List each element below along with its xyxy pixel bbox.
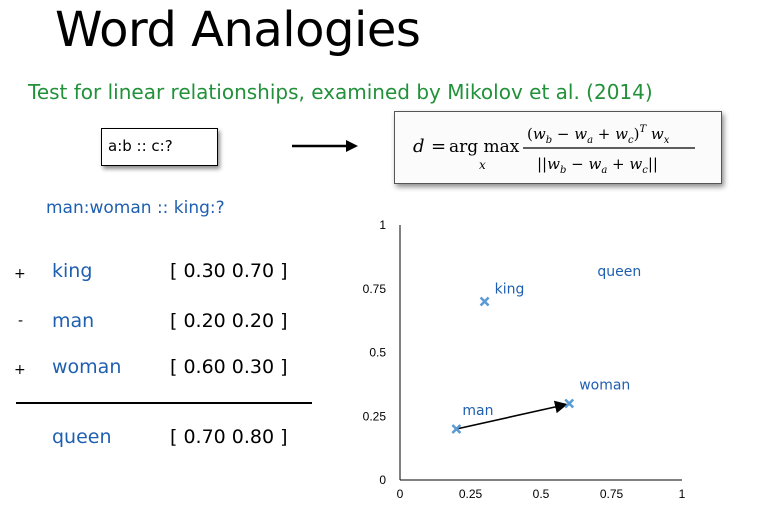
data-point-king	[479, 296, 490, 307]
analogy-pattern-box: a:b :: c:?	[101, 128, 218, 166]
x-tick-label: 1	[679, 487, 686, 501]
x-tick-label: 0.25	[459, 487, 483, 501]
formula-lhs: d	[413, 136, 425, 157]
result-vector: [ 0.70 0.80 ]	[170, 426, 288, 448]
point-label-man: man	[462, 403, 493, 419]
scatter-chart: 0 0.25 0.5 0.75 1 0 0.25 0.5 0.75 1 king man woman q…	[363, 218, 686, 501]
result-word: queen	[52, 426, 112, 448]
formula-denominator: ||wb − wa + wc||	[537, 155, 658, 176]
page-title: Word Analogies	[55, 2, 421, 58]
formula-operator: arg max	[449, 137, 520, 157]
formula-numerator: (wb − wa + wc)T wx	[527, 124, 670, 146]
analogy-example: man:woman :: king:?	[46, 198, 225, 218]
svg-text:=: =	[431, 136, 446, 157]
y-tick-label: 0.5	[369, 346, 386, 360]
formula-subscript: x	[479, 158, 486, 172]
man-to-woman-arrow	[456, 400, 568, 430]
row-sign: +	[14, 362, 26, 378]
point-label-king: king	[495, 282, 525, 298]
row-sign: +	[14, 266, 26, 282]
page-subtitle: Test for linear relationships, examined …	[28, 80, 653, 104]
point-label-queen: queen	[597, 264, 641, 280]
formula: d = arg max x (wb − wa + wc)T wx ||wb − …	[413, 124, 695, 176]
y-tick-label: 0.75	[363, 282, 387, 296]
row-vector: [ 0.30 0.70 ]	[170, 260, 288, 282]
x-tick-label: 0.75	[600, 487, 624, 501]
sum-divider	[16, 402, 312, 404]
row-vector: [ 0.20 0.20 ]	[170, 310, 288, 332]
row-word: king	[52, 260, 93, 282]
row-vector: [ 0.60 0.30 ]	[170, 356, 288, 378]
svg-text:(wb − wa + wc)T wx: (wb − wa + wc)T wx	[527, 124, 670, 146]
x-tick-label: 0.5	[533, 487, 550, 501]
row-sign: -	[18, 313, 24, 329]
data-point-woman	[564, 398, 575, 409]
row-word: woman	[52, 356, 122, 378]
y-tick-label: 1	[379, 218, 386, 232]
analogy-pattern-text: a:b :: c:?	[108, 137, 173, 155]
svg-text:||wb − wa + wc||: ||wb − wa + wc||	[537, 155, 658, 176]
x-tick-label: 0	[397, 487, 404, 501]
right-arrow-icon	[292, 140, 358, 152]
point-label-woman: woman	[579, 378, 630, 394]
data-point-man	[451, 424, 462, 434]
row-word: man	[52, 310, 95, 332]
y-tick-label: 0	[379, 473, 386, 487]
y-tick-label: 0.25	[363, 409, 387, 423]
formula-box: d = arg max x (wb − wa + wc)T wx ||wb − …	[394, 111, 722, 184]
